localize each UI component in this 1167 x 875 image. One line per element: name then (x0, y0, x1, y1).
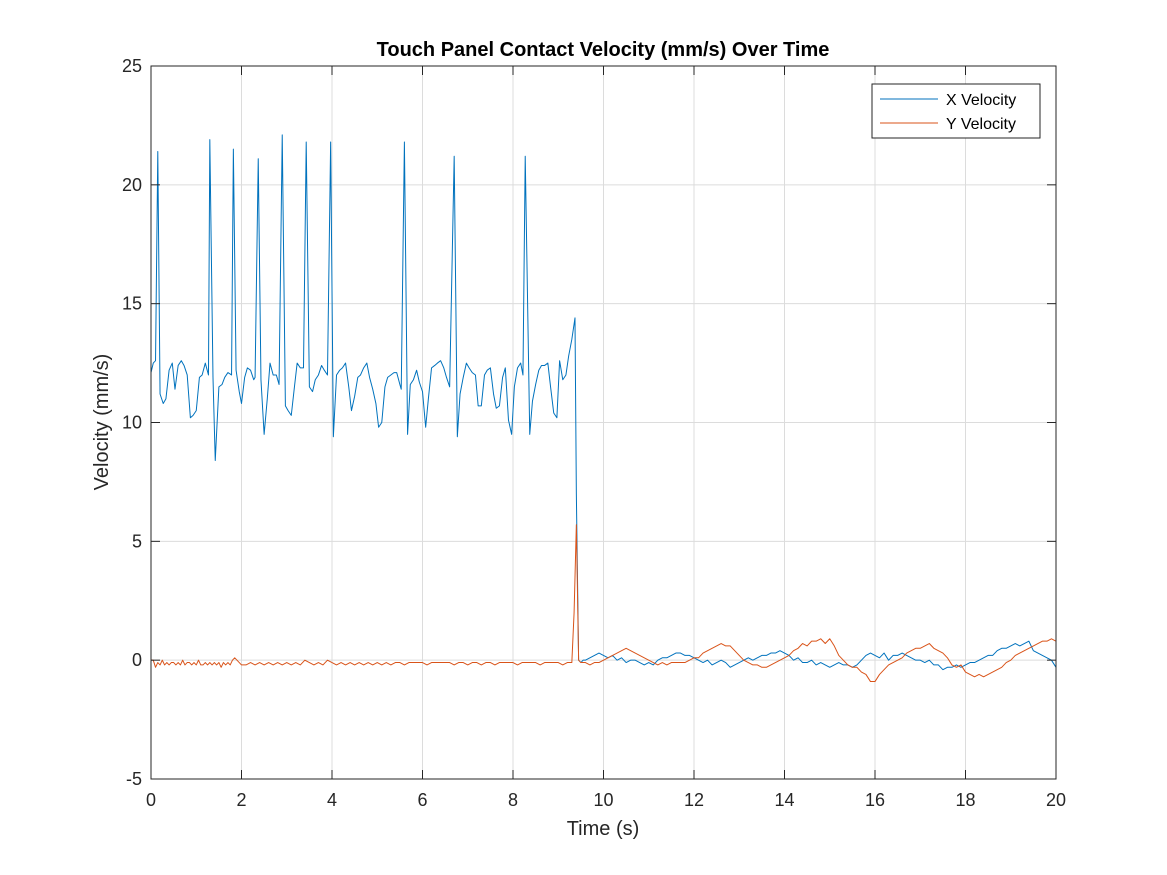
y-tick-label: 20 (122, 175, 142, 195)
x-tick-label: 8 (508, 790, 518, 810)
legend: X Velocity Y Velocity (871, 83, 1041, 139)
x-tick-labels: 0 2 4 6 8 10 12 14 16 18 20 (146, 790, 1066, 810)
legend-label-x-velocity: X Velocity (946, 92, 1016, 109)
axis-ticks (150, 65, 1057, 780)
x-tick-label: 4 (327, 790, 337, 810)
y-tick-label: 10 (122, 413, 142, 433)
x-axis-label: Time (s) (567, 818, 640, 840)
x-tick-label: 12 (684, 790, 704, 810)
series-group (150, 134, 1057, 683)
y-tick-label: 5 (132, 531, 142, 551)
x-tick-label: 18 (955, 790, 975, 810)
legend-label-y-velocity: Y Velocity (946, 116, 1016, 133)
y-axis-label: Velocity (mm/s) (91, 354, 113, 491)
y-tick-label: 15 (122, 294, 142, 314)
x-tick-label: 16 (865, 790, 885, 810)
chart-title: Touch Panel Contact Velocity (mm/s) Over… (377, 39, 830, 61)
series-line-y-velocity (151, 524, 1057, 683)
y-tick-label: 0 (132, 650, 142, 670)
x-tick-label: 10 (593, 790, 613, 810)
x-tick-label: 20 (1046, 790, 1066, 810)
y-tick-labels: -5 0 5 10 15 20 25 (122, 56, 142, 789)
series-line-x-velocity (150, 134, 1057, 671)
y-tick-label: -5 (126, 769, 142, 789)
x-tick-label: 2 (236, 790, 246, 810)
legend-box (871, 83, 1041, 139)
x-tick-label: 14 (774, 790, 794, 810)
y-tick-label: 25 (122, 56, 142, 76)
x-tick-label: 6 (417, 790, 427, 810)
grid-lines (151, 66, 1056, 779)
x-tick-label: 0 (146, 790, 156, 810)
